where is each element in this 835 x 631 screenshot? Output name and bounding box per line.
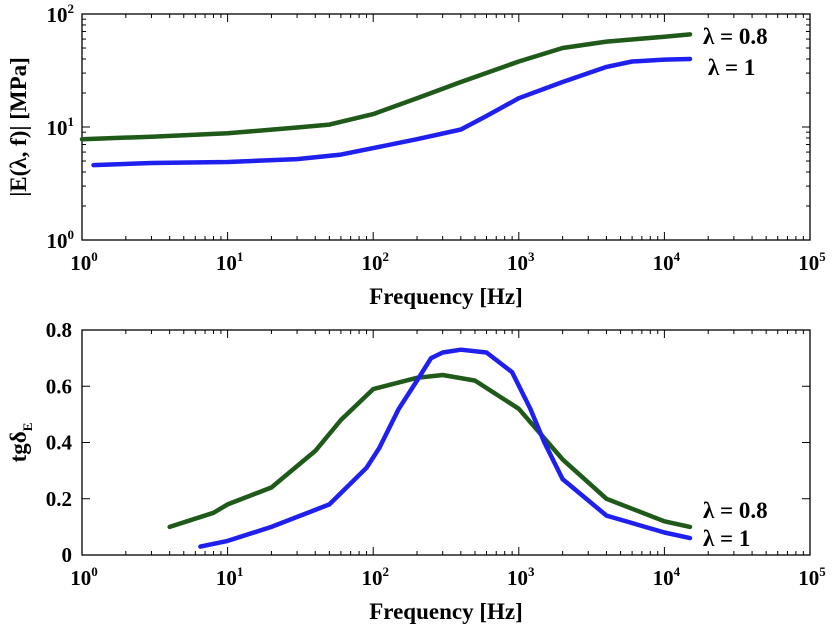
x-tick-base: 10 — [70, 251, 91, 275]
y-tick-label: 0.2 — [46, 487, 72, 511]
series-line-lambda-0.8 — [167, 372, 693, 530]
x-tick-exponent: 3 — [528, 564, 535, 579]
y-tick-exponent: 1 — [68, 114, 75, 129]
x-tick-exponent: 5 — [819, 249, 826, 264]
x-tick-label: 104 — [653, 564, 681, 590]
chart-loss-factor: 100 101 102 103 104 10500.20.40.60.8Frequency… — [6, 318, 826, 624]
x-axis-title: Frequency [Hz] — [369, 599, 523, 624]
x-tick-exponent: 2 — [382, 249, 389, 264]
x-tick-exponent: 0 — [91, 564, 98, 579]
series-line-lambda-1 — [91, 56, 693, 168]
y-tick-label: 101 — [47, 114, 75, 140]
x-tick-label: 103 — [507, 564, 535, 590]
series-label: λ = 0.8 — [703, 24, 768, 49]
y-axis-title-main: tgδ — [6, 431, 31, 462]
x-tick-exponent: 5 — [819, 564, 826, 579]
y-tick-label: 0 — [62, 543, 73, 567]
y-tick-base: 10 — [47, 116, 68, 140]
y-tick-label: 0.8 — [46, 318, 72, 342]
series-label: λ = 1 — [708, 55, 755, 80]
x-tick-exponent: 3 — [528, 249, 535, 264]
x-tick-base: 10 — [216, 251, 237, 275]
x-tick-base: 10 — [653, 251, 674, 275]
x-tick-label: 100 — [70, 249, 98, 275]
x-tick-base: 10 — [798, 566, 819, 590]
series-label: λ = 1 — [703, 526, 750, 551]
x-tick-label: 101 — [216, 564, 244, 590]
y-tick-label: 100 — [47, 227, 75, 253]
x-tick-exponent: 0 — [91, 249, 98, 264]
x-tick-exponent: 1 — [237, 564, 244, 579]
plot-frame — [81, 13, 811, 241]
x-tick-base: 10 — [507, 251, 528, 275]
x-tick-base: 10 — [507, 566, 528, 590]
y-tick-base: 10 — [47, 229, 68, 253]
x-tick-base: 10 — [361, 251, 382, 275]
y-axis-title: tgδE — [6, 423, 35, 463]
y-tick-label: 0.4 — [46, 431, 73, 455]
x-tick-label: 102 — [361, 564, 389, 590]
series-line-lambda-1 — [198, 347, 693, 549]
y-tick-label: 102 — [47, 1, 75, 27]
y-axis-title: |E(λ, f)| [MPa] — [6, 57, 31, 197]
x-tick-exponent: 1 — [237, 249, 244, 264]
x-tick-label: 105 — [798, 564, 826, 590]
x-tick-base: 10 — [361, 566, 382, 590]
x-tick-exponent: 4 — [674, 564, 681, 579]
x-tick-label: 105 — [798, 249, 826, 275]
x-tick-label: 100 — [70, 564, 98, 590]
y-tick-exponent: 2 — [68, 1, 75, 16]
x-tick-label: 103 — [507, 249, 535, 275]
x-tick-base: 10 — [70, 566, 91, 590]
y-tick-exponent: 0 — [68, 227, 75, 242]
y-tick-base: 10 — [47, 3, 68, 27]
x-tick-exponent: 4 — [674, 249, 681, 264]
series-line-lambda-0.8 — [79, 32, 693, 142]
x-tick-base: 10 — [216, 566, 237, 590]
x-tick-label: 101 — [216, 249, 244, 275]
x-tick-base: 10 — [798, 251, 819, 275]
y-axis-title-main: |E(λ, f)| [MPa] — [6, 57, 31, 197]
x-tick-exponent: 2 — [382, 564, 389, 579]
y-axis-title-subscript: E — [20, 423, 35, 432]
x-tick-label: 102 — [361, 249, 389, 275]
x-tick-label: 104 — [653, 249, 681, 275]
series-label: λ = 0.8 — [703, 498, 768, 523]
y-tick-label: 0.6 — [46, 374, 72, 398]
x-tick-base: 10 — [653, 566, 674, 590]
x-axis-title: Frequency [Hz] — [369, 284, 523, 309]
